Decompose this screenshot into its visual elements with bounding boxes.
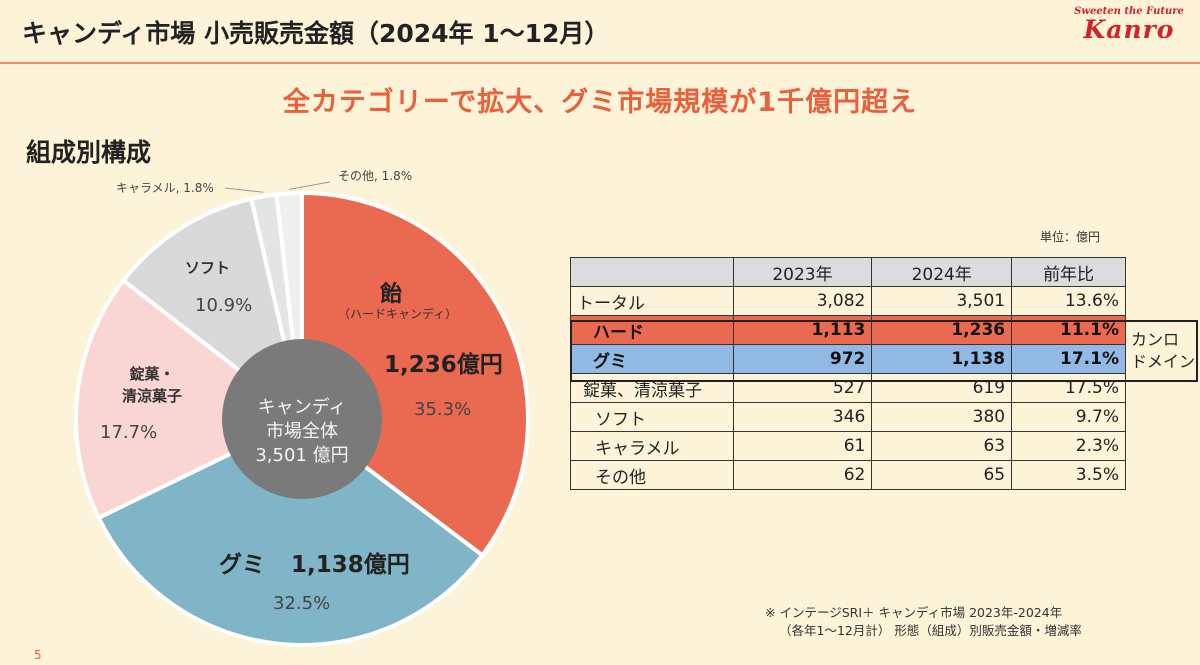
table-row-caramel: キャラメル 61 63 2.3% (570, 431, 1126, 461)
kanro-domain-label-line2: ドメイン (1131, 352, 1196, 371)
pie-pct-tablet: 17.7% (100, 422, 158, 443)
table-cell-yoy: 9.7% (1011, 402, 1126, 432)
pie-pct-gummy: 32.5% (273, 593, 331, 614)
table-row-soft: ソフト 346 380 9.7% (570, 402, 1126, 432)
table-cell-2023: 527 (732, 373, 873, 403)
source-note-line2: （各年1〜12月計） 形態（組成）別販売金額・増減率 (779, 623, 1082, 638)
table-header-row: 2023年 2024年 前年比 (570, 257, 1126, 287)
donut-center-line3: 3,501 億円 (255, 445, 349, 466)
pie-slice-tablet (74, 277, 306, 521)
pie-label-tablet-line1: 錠菓・ (129, 365, 175, 383)
table-cell-2024: 1,236 (871, 315, 1013, 345)
donut-center-line1: キャンディ (257, 397, 347, 418)
pie-leader-caramel (224, 187, 264, 193)
table-cell-2024: 3,501 (871, 286, 1013, 316)
donut-center-label: キャンディ 市場全体 3,501 億円 (222, 396, 382, 468)
table-row-hard: ハード 1,113 1,236 11.1% (570, 315, 1126, 345)
donut-center-line2: 市場全体 (266, 421, 338, 442)
pie-label-hard: 飴 (380, 282, 403, 307)
table-row-total: トータル 3,082 3,501 13.6% (570, 286, 1126, 316)
header-divider (0, 62, 1200, 64)
donut-center (222, 339, 382, 499)
table-header-yoy: 前年比 (1011, 257, 1126, 287)
pie-pct-hard: 35.3% (414, 399, 472, 420)
slide-header: キャンディ市場 小売販売金額（2024年 1〜12月） Sweeten the … (0, 0, 1200, 62)
table-cell-name: キャラメル (570, 431, 734, 461)
pie-slice-hard (300, 190, 530, 559)
table-cell-yoy: 2.3% (1011, 431, 1126, 461)
kanro-logo: Sweeten the Future Kanro (1074, 6, 1184, 44)
pie-amount-gummy: 1,138億円 (291, 552, 410, 578)
table-cell-2023: 61 (732, 431, 873, 461)
pie-label-gummy: グミ (219, 552, 265, 578)
pie-callout-caramel: キャラメル, 1.8% (116, 181, 214, 195)
pie-pct-soft: 10.9% (195, 295, 253, 316)
table-cell-name: 錠菓、清涼菓子 (570, 373, 734, 403)
table-cell-2023: 1,113 (732, 315, 873, 345)
section-title: 組成別構成 (26, 138, 152, 167)
pie-label-tablet: 錠菓・ 清涼菓子 (122, 363, 182, 407)
source-note-line1: ※ インテージSRI＋ キャンディ市場 2023年-2024年 (765, 605, 1063, 620)
brand-name: Kanro (1083, 15, 1175, 44)
table-cell-name: ハード (570, 315, 734, 345)
pie-label-tablet-line2: 清涼菓子 (122, 387, 183, 405)
table-cell-2023: 3,082 (732, 286, 873, 316)
table-header-corner (570, 257, 734, 287)
table-header-2024: 2024年 (871, 257, 1013, 287)
source-note: ※ インテージSRI＋ キャンディ市場 2023年-2024年 （各年1〜12月… (765, 604, 1082, 640)
table-cell-2023: 972 (732, 344, 873, 374)
table-cell-yoy: 17.5% (1011, 373, 1126, 403)
table-cell-2024: 65 (871, 460, 1013, 490)
pie-callout-other: その他, 1.8% (338, 169, 413, 183)
table-cell-yoy: 11.1% (1011, 315, 1126, 345)
table-cell-yoy: 17.1% (1011, 344, 1126, 374)
pie-leader-other (288, 181, 331, 190)
table-row-gummy: グミ 972 1,138 17.1% (570, 344, 1126, 374)
page-title: キャンディ市場 小売販売金額（2024年 1〜12月） (22, 19, 610, 48)
table-cell-name: グミ (570, 344, 734, 374)
unit-note: 単位：億円 (1040, 230, 1101, 244)
kanro-domain-label: カンロ ドメイン (1131, 329, 1195, 373)
table-cell-yoy: 13.6% (1011, 286, 1126, 316)
brand-tagline: Sweeten the Future (1074, 6, 1184, 17)
composition-donut-chart (74, 181, 530, 647)
table-header-2023: 2023年 (732, 257, 873, 287)
table-cell-yoy: 3.5% (1011, 460, 1126, 490)
table-cell-2023: 62 (732, 460, 873, 490)
table-row-tablet: 錠菓、清涼菓子 527 619 17.5% (570, 373, 1126, 403)
pie-slice-gummy (96, 416, 486, 647)
table-cell-2024: 1,138 (871, 344, 1013, 374)
headline: 全カテゴリーで拡大、グミ市場規模が1千億円超え (282, 87, 918, 118)
kanro-domain-label-line1: カンロ (1131, 330, 1180, 349)
table-cell-2024: 619 (871, 373, 1013, 403)
table-cell-name: その他 (570, 460, 734, 490)
sales-table: 2023年 2024年 前年比 トータル 3,082 3,501 13.6% ハ… (570, 257, 1126, 490)
table-cell-2023: 346 (732, 402, 873, 432)
table-cell-2024: 63 (871, 431, 1013, 461)
pie-sublabel-hard: （ハードキャンディ） (338, 307, 458, 321)
pie-label-soft: ソフト (185, 259, 231, 277)
table-row-other: その他 62 65 3.5% (570, 460, 1126, 490)
table-cell-2024: 380 (871, 402, 1013, 432)
table-cell-name: トータル (570, 286, 734, 316)
pie-amount-hard: 1,236億円 (384, 352, 503, 378)
page-number: 5 (34, 648, 42, 662)
table-cell-name: ソフト (570, 402, 734, 432)
